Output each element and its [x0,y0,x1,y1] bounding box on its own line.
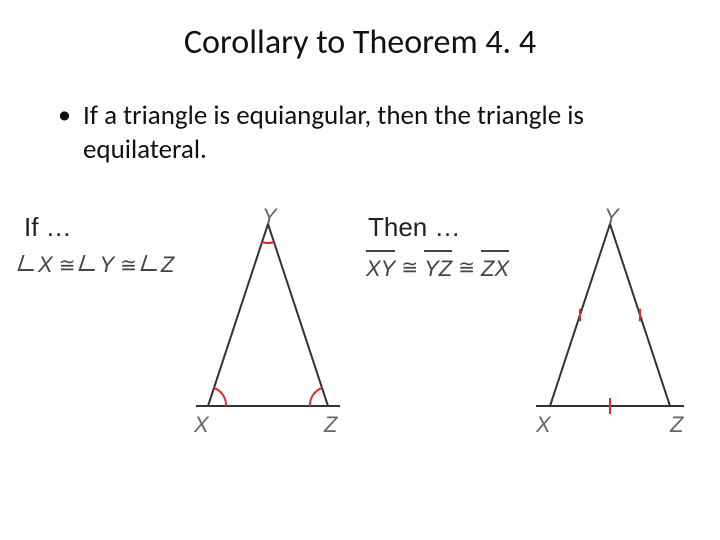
page-title: Corollary to Theorem 4. 4 [0,0,720,63]
seg-zx: ZX [481,252,509,282]
figure-area: If … X ≅ Y ≅ Z Y X Z Then … XY ≅ [18,210,702,510]
angle-y: Y [81,252,114,278]
vertex-y-right: Y [604,204,619,230]
if-label: If … [24,212,72,243]
bullet-marker: • [58,99,71,130]
vertex-x-left: X [194,412,209,438]
congruent-symbol: ≅ [401,255,418,280]
if-panel: If … X ≅ Y ≅ Z Y X Z [18,210,360,510]
congruent-symbol: ≅ [120,253,137,278]
vertex-z-right: Z [670,412,683,438]
vertex-y-left: Y [262,204,277,230]
vertex-z-left: Z [324,412,337,438]
bullet-text: If a triangle is equiangular, then the t… [83,99,662,167]
congruent-symbol: ≅ [59,253,76,278]
seg-xy: XY [366,252,395,282]
bullet-item: • If a triangle is equiangular, then the… [0,63,720,167]
angle-x: X [20,252,53,278]
vertex-x-right: X [536,412,551,438]
if-expression: X ≅ Y ≅ Z [20,252,174,278]
angle-z: Z [143,252,174,278]
then-panel: Then … XY ≅ YZ ≅ ZX Y X Z [360,210,702,510]
then-expression: XY ≅ YZ ≅ ZX [366,252,509,282]
then-label: Then … [368,212,461,243]
seg-yz: YZ [424,252,452,282]
congruent-symbol: ≅ [458,255,475,280]
